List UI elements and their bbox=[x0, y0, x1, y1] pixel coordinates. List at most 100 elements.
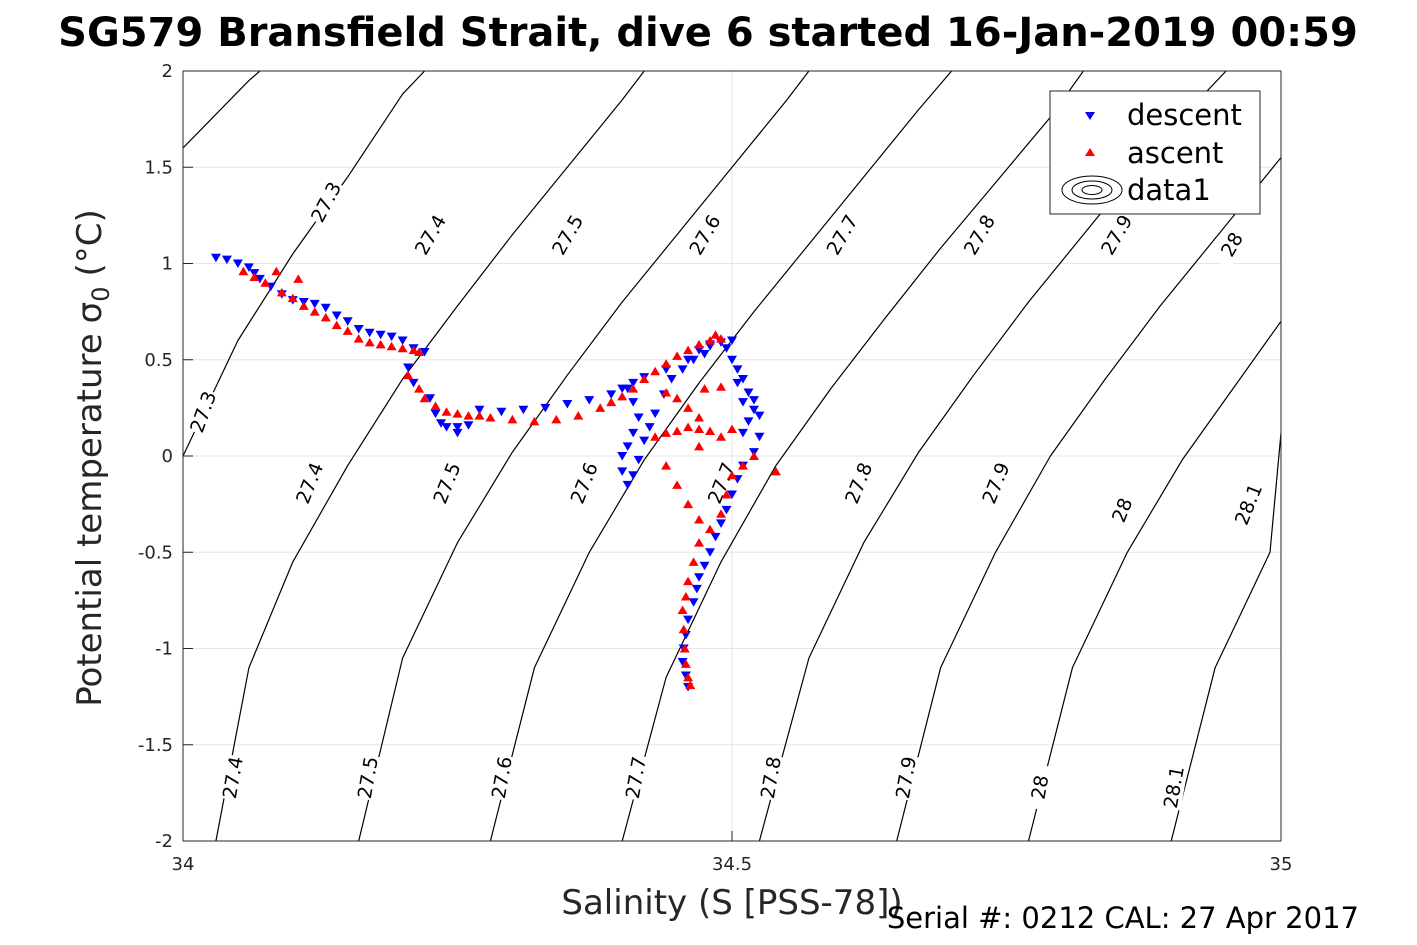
contour-line-27.3 bbox=[183, 71, 261, 149]
x-tick-label: 34.5 bbox=[712, 854, 752, 875]
contour-line-27.7 bbox=[621, 71, 1084, 841]
y-tick-label: 1 bbox=[162, 254, 173, 275]
descent-point bbox=[705, 548, 716, 557]
y-axis-label-symbol: σ bbox=[70, 302, 110, 324]
descent-point bbox=[364, 328, 375, 338]
contour-line-27.5 bbox=[358, 71, 810, 841]
contour-label-bg bbox=[305, 177, 346, 227]
descent-point bbox=[342, 317, 353, 326]
ascent-point bbox=[694, 441, 705, 451]
descent-point bbox=[737, 428, 748, 438]
ascent-point bbox=[320, 312, 331, 322]
ascent-point bbox=[677, 605, 688, 614]
ascent-point bbox=[685, 680, 696, 690]
ascent-point bbox=[683, 576, 694, 586]
ascent-point bbox=[397, 343, 408, 353]
ascent-point bbox=[271, 266, 282, 276]
contour-label-bg bbox=[977, 458, 1014, 508]
contour-line-28.1 bbox=[1170, 432, 1281, 841]
descent-point bbox=[677, 657, 688, 667]
descent-point bbox=[584, 396, 595, 405]
ascent-point bbox=[688, 557, 699, 566]
contour-label-bg bbox=[839, 458, 877, 508]
descent-point bbox=[721, 505, 732, 515]
descent-point bbox=[403, 363, 414, 372]
ascent-point bbox=[710, 330, 721, 339]
legend-data1-label: data1 bbox=[1127, 173, 1211, 207]
y-tick-label: -0.5 bbox=[138, 542, 173, 563]
ascent-point bbox=[683, 345, 694, 355]
contour-label-bg bbox=[428, 458, 465, 508]
descent-point bbox=[210, 253, 221, 263]
ascent-point bbox=[672, 351, 683, 360]
descent-point bbox=[677, 365, 688, 374]
ascent-point bbox=[672, 480, 683, 489]
ascent-point bbox=[680, 659, 691, 668]
descent-point bbox=[754, 411, 765, 421]
descent-point bbox=[397, 336, 408, 345]
descent-point bbox=[699, 561, 710, 571]
ascent-point bbox=[551, 414, 562, 424]
ascent-point bbox=[485, 413, 496, 422]
descent-point bbox=[688, 355, 699, 365]
ascent-point bbox=[606, 397, 617, 407]
ascent-point bbox=[375, 339, 386, 349]
ascent-point bbox=[727, 424, 737, 434]
descent-point bbox=[452, 423, 463, 432]
ascent-point bbox=[441, 407, 452, 416]
descent-point bbox=[727, 490, 737, 499]
ascent-point bbox=[249, 272, 260, 281]
descent-point bbox=[628, 471, 639, 480]
ascent-point bbox=[353, 334, 364, 343]
contour-line-28 bbox=[1027, 320, 1281, 841]
ascent-point bbox=[748, 451, 759, 460]
contour-label-bg bbox=[958, 210, 1000, 260]
descent-point bbox=[243, 263, 254, 272]
ascent-point bbox=[705, 426, 716, 435]
descent-point bbox=[617, 467, 628, 476]
ascent-point bbox=[414, 347, 425, 357]
descent-point bbox=[721, 344, 732, 353]
y-tick-label: 1.5 bbox=[144, 157, 173, 178]
ascent-point bbox=[474, 411, 485, 420]
descent-point bbox=[419, 348, 430, 357]
descent-point bbox=[633, 455, 644, 465]
contour-label-bg bbox=[755, 753, 786, 802]
descent-point bbox=[540, 403, 551, 413]
ascent-point bbox=[679, 644, 690, 653]
descent-point bbox=[254, 274, 265, 284]
descent-point bbox=[737, 398, 748, 407]
contour-label-bg bbox=[1103, 485, 1141, 535]
descent-point bbox=[331, 311, 342, 320]
legend-descent-marker bbox=[1085, 112, 1095, 120]
axis-ticks: 34 34.5 35 -2 -1.5 -1 -0.5 0 0.5 1 1.5 2 bbox=[138, 61, 1293, 875]
serial-cal-footer: Serial #: 0212 CAL: 27 Apr 2017 bbox=[887, 901, 1359, 935]
descent-point bbox=[375, 330, 386, 340]
descent-point bbox=[694, 573, 705, 582]
descent-point bbox=[463, 421, 474, 430]
ascent-point bbox=[683, 672, 694, 682]
ascent-point bbox=[298, 301, 309, 310]
legend-contour-icon bbox=[1061, 175, 1123, 205]
x-tick-label: 35 bbox=[1270, 854, 1293, 875]
contour-label-bg bbox=[1229, 479, 1267, 529]
descent-point bbox=[644, 423, 655, 432]
ascent-point bbox=[463, 411, 474, 420]
ascent-point bbox=[716, 382, 727, 391]
ascent-point bbox=[529, 416, 540, 426]
ascent-point bbox=[705, 336, 716, 345]
descent-point bbox=[666, 375, 677, 384]
contour-label-bg bbox=[565, 458, 603, 508]
descent-point bbox=[474, 405, 485, 415]
descent-point bbox=[633, 413, 644, 422]
descent-point bbox=[628, 428, 639, 438]
descent-point bbox=[436, 419, 447, 428]
descent-point bbox=[732, 365, 743, 374]
ascent-point bbox=[661, 387, 672, 397]
ascent-point bbox=[721, 490, 732, 499]
contour-label-bg bbox=[290, 458, 328, 508]
ascent-point bbox=[628, 384, 639, 393]
ascent-point bbox=[276, 287, 287, 297]
